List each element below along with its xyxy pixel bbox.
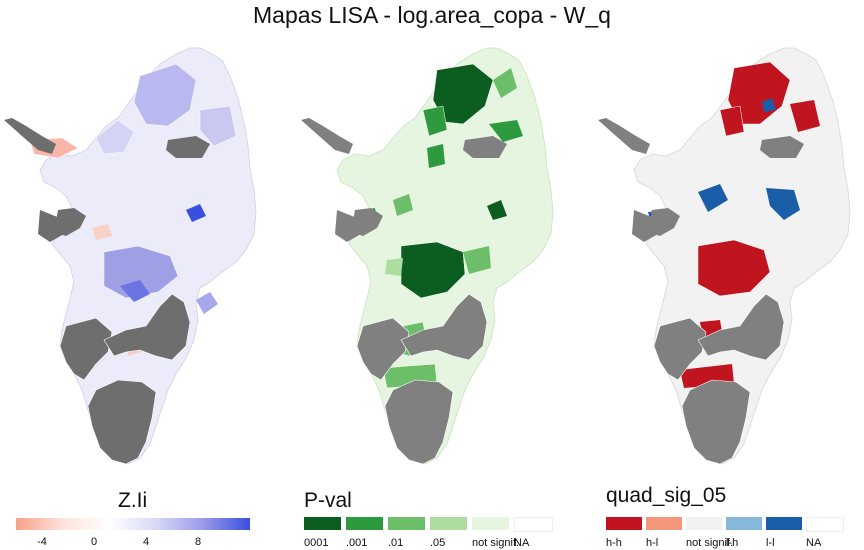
legend-tick-mark bbox=[146, 530, 147, 534]
legend-swatch bbox=[806, 517, 844, 532]
legend-swatch bbox=[388, 517, 425, 530]
legend-label: NA bbox=[806, 537, 822, 549]
legend-swatch bbox=[766, 517, 802, 530]
legend-swatch bbox=[726, 517, 762, 530]
legend-tick-label: -4 bbox=[37, 536, 47, 548]
map-pval bbox=[301, 47, 554, 465]
legend-swatch bbox=[304, 517, 341, 530]
legend-tick-label: 8 bbox=[194, 536, 202, 548]
legend-label: NA bbox=[514, 537, 530, 549]
legend-swatch bbox=[430, 517, 467, 530]
legend-swatch bbox=[472, 517, 509, 530]
legend-tick-mark bbox=[42, 530, 43, 534]
legend-swatch bbox=[686, 517, 722, 530]
legend-title-quad: quad_sig_05 bbox=[606, 484, 727, 507]
legend-label: .01 bbox=[388, 537, 404, 549]
legend-swatch bbox=[346, 517, 383, 530]
legend-swatch bbox=[514, 517, 553, 532]
map-quad bbox=[598, 47, 851, 465]
legend-tick-label: 4 bbox=[142, 536, 150, 548]
legend-ticks-zii: -4 0 4 8 bbox=[16, 530, 250, 550]
legend-title-zii: Z.Ii bbox=[118, 489, 148, 512]
legend-label: not signif. bbox=[472, 537, 520, 549]
figure-title: Mapas LISA - log.area_copa - W_q bbox=[253, 2, 611, 28]
legend-label: 0001 bbox=[304, 537, 329, 549]
legend-tick-mark bbox=[198, 530, 199, 534]
legend-label: h-h bbox=[606, 537, 622, 549]
legend-tick-mark bbox=[94, 530, 95, 534]
legend-swatch bbox=[646, 517, 682, 530]
legend-label: not signif. bbox=[686, 537, 734, 549]
legend-title-pval: P-val bbox=[304, 489, 352, 512]
legend-label: l-l bbox=[766, 537, 775, 549]
legend-label: .001 bbox=[346, 537, 368, 549]
legend-label: h-l bbox=[646, 537, 659, 549]
map-zii bbox=[4, 47, 257, 465]
legend-swatch bbox=[606, 517, 642, 530]
legend-label: l-h bbox=[726, 537, 739, 549]
legend-label: .05 bbox=[430, 537, 446, 549]
legend-colorbar-zii bbox=[16, 518, 250, 530]
legend-tick-label: 0 bbox=[90, 536, 98, 548]
